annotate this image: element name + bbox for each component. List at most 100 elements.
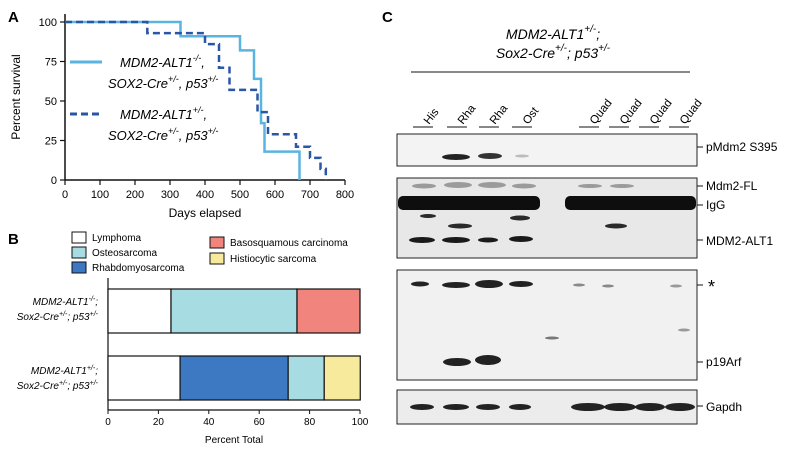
band-star-rha1 [442, 282, 470, 288]
band-alt1-his [409, 237, 435, 243]
band-alt1-rha2 [478, 237, 498, 243]
band-gapdh-5 [571, 403, 605, 411]
x-tick-label: 500 [231, 189, 249, 201]
band-gapdh-2 [443, 404, 469, 410]
panel-letter-c: C [382, 9, 393, 26]
stacked-bars [107, 288, 361, 401]
x-tick-label: 100 [91, 189, 109, 201]
b-x-axis-title: Percent Total [205, 435, 263, 446]
x-tick-label: 600 [266, 189, 284, 201]
legend-label-alt1-null-line2: SOX2-Cre+/-, p53+/- [108, 74, 218, 91]
band-star-rha2 [475, 280, 503, 288]
legend-label-osteosarcoma: Osteosarcoma [92, 248, 157, 259]
lane-label-6: Quad [618, 97, 645, 127]
row-label-alt1-null: MDM2-ALT1-/-; [33, 296, 99, 308]
y-tick-label: 100 [39, 17, 57, 29]
band-extra-4 [605, 223, 627, 229]
bar-segment-histiocytic-sarcoma [323, 355, 361, 401]
x-tick-label: 300 [161, 189, 179, 201]
label-gapdh: Gapdh [706, 400, 742, 414]
y-tick-label: 25 [45, 136, 57, 148]
band-star-quad1 [573, 283, 585, 287]
x-ticks: 0 100 200 300 400 500 600 700 800 [62, 180, 354, 201]
legend-label-lymphoma: Lymphoma [92, 233, 142, 244]
survival-chart: 0 25 50 75 100 0 100 200 300 400 500 600 700 800 Per… [9, 14, 354, 220]
bar-segment-rhabdomyosarcoma [179, 355, 289, 401]
y-axis-title: Percent survival [9, 54, 23, 139]
band-mdm2fl-3 [478, 182, 506, 188]
x-tick-label: 400 [196, 189, 214, 201]
row-label-alt1-het-line2: Sox2-Cre+/-; p53+/- [17, 380, 99, 392]
legend-swatch-lymphoma [71, 231, 87, 244]
bar-segment-osteosarcoma [170, 288, 298, 334]
b-x-ticks: 0 20 40 60 80 100 [105, 410, 369, 428]
series-alt1-het [65, 20, 328, 180]
y-tick-label: 75 [45, 57, 57, 69]
bar-segment-lymphoma [107, 355, 181, 401]
band-star-quad2 [602, 284, 614, 288]
bar-segment-lymphoma [107, 288, 172, 334]
legend-label-histiocytic: Histiocytic sarcoma [230, 254, 317, 265]
band-faint-2 [678, 328, 690, 332]
x-axis-title: Days elapsed [169, 206, 242, 220]
legend-swatch-basosquamous [209, 236, 225, 249]
band-p19-rha2 [475, 355, 501, 365]
b-x-tick-label: 100 [352, 417, 369, 428]
blot-labels: pMdm2 S395 Mdm2-FL IgG MDM2-ALT1 * p19Ar… [697, 140, 778, 414]
blot-pmdm2 [396, 133, 698, 167]
label-mdm2fl: Mdm2-FL [706, 179, 758, 193]
x-tick-label: 700 [301, 189, 319, 201]
series-alt1-null [65, 20, 301, 180]
legend-label-alt1-null: MDM2-ALT1-/-, [120, 53, 205, 70]
y-tick-label: 50 [45, 96, 57, 108]
band-mdm2fl-2 [444, 182, 472, 188]
band-extra-3 [510, 215, 530, 221]
bar-segment-osteosarcoma [287, 355, 325, 401]
band-faint-1 [545, 336, 559, 340]
blot-title-line2: Sox2-Cre+/-; p53+/- [496, 43, 611, 61]
band-igg-left [398, 196, 540, 210]
x-tick-label: 200 [126, 189, 144, 201]
lane-label-2: Rha [456, 102, 479, 126]
b-x-tick-label: 20 [153, 417, 165, 428]
bar-segment-basosquamous-carcinoma [296, 288, 361, 334]
band-gapdh-6 [604, 403, 636, 411]
band-pmdm2-rha2 [478, 153, 502, 159]
survival-legend: MDM2-ALT1-/-, SOX2-Cre+/-, p53+/- MDM2-A… [70, 53, 218, 143]
label-mdm2-alt1: MDM2-ALT1 [706, 234, 773, 248]
band-mdm2fl-1 [412, 183, 436, 189]
band-gapdh-4 [509, 404, 531, 410]
tumor-spectrum-chart: 0 20 40 60 80 100 MDM2-ALT1-/-; Sox2-Cre+/-; … [17, 278, 369, 446]
band-star-quad4 [670, 284, 682, 288]
legend-swatch-osteosarcoma [71, 246, 87, 259]
lane-label-7: Quad [648, 97, 675, 127]
legend-label-basosquamous: Basosquamous carcinoma [230, 238, 348, 249]
legend-label-alt1-het-line2: SOX2-Cre+/-, p53+/- [108, 126, 218, 143]
band-pmdm2-ost [515, 154, 529, 158]
band-alt1-ost [509, 236, 533, 242]
label-nonspecific-star: * [708, 277, 715, 297]
row-label-alt1-null-line2: Sox2-Cre+/-; p53+/- [17, 311, 99, 323]
band-extra-2 [448, 223, 472, 229]
band-star-ost [509, 281, 533, 287]
blot-mdm2 [396, 177, 698, 259]
band-p19-rha1 [443, 358, 471, 366]
lane-label-8: Quad [678, 97, 705, 127]
blot-title-line1: MDM2-ALT1+/-; [506, 24, 600, 42]
legend-swatch-histiocytic [209, 252, 225, 265]
blot-genotype-title: MDM2-ALT1+/-; Sox2-Cre+/-; p53+/- [411, 24, 690, 73]
lane-label-1: His [422, 106, 442, 127]
legend-label-rhabdomyosarcoma: Rhabdomyosarcoma [92, 263, 185, 274]
row-label-alt1-het: MDM2-ALT1+/-; [31, 365, 98, 377]
legend-swatch-rhabdomyosarcoma [71, 261, 87, 274]
panel-letter-a: A [8, 9, 19, 26]
band-mdm2fl-4 [512, 183, 536, 189]
label-igg: IgG [706, 198, 725, 212]
band-star-his [411, 281, 429, 287]
blot-p19arf [396, 269, 698, 381]
band-extra-1 [420, 214, 436, 218]
y-ticks: 0 25 50 75 100 [39, 17, 65, 187]
band-mdm2fl-5 [578, 184, 602, 188]
tumor-type-legend: Lymphoma Osteosarcoma Rhabdomyosarcoma B… [71, 231, 348, 274]
b-x-tick-label: 40 [203, 417, 215, 428]
